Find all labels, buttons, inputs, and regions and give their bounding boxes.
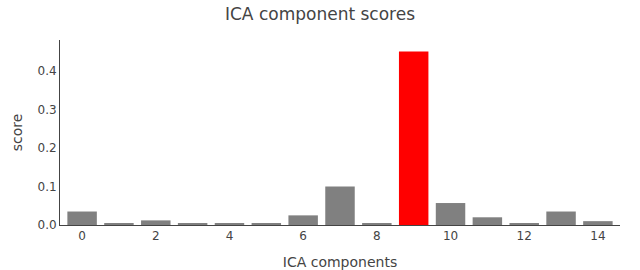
svg-text:0.4: 0.4 [38,64,57,78]
svg-text:8: 8 [373,229,381,243]
svg-text:0: 0 [78,229,86,243]
svg-text:0.0: 0.0 [38,218,57,232]
svg-text:4: 4 [226,229,234,243]
svg-text:2: 2 [152,229,160,243]
svg-text:6: 6 [299,229,307,243]
svg-text:14: 14 [590,229,605,243]
svg-text:0.1: 0.1 [38,180,57,194]
svg-text:score: score [9,114,25,152]
svg-text:ICA components: ICA components [283,254,397,270]
svg-text:0.3: 0.3 [38,103,57,117]
svg-text:0.2: 0.2 [38,141,57,155]
svg-text:ICA component scores: ICA component scores [225,4,415,24]
svg-text:10: 10 [443,229,458,243]
svg-text:12: 12 [517,229,532,243]
